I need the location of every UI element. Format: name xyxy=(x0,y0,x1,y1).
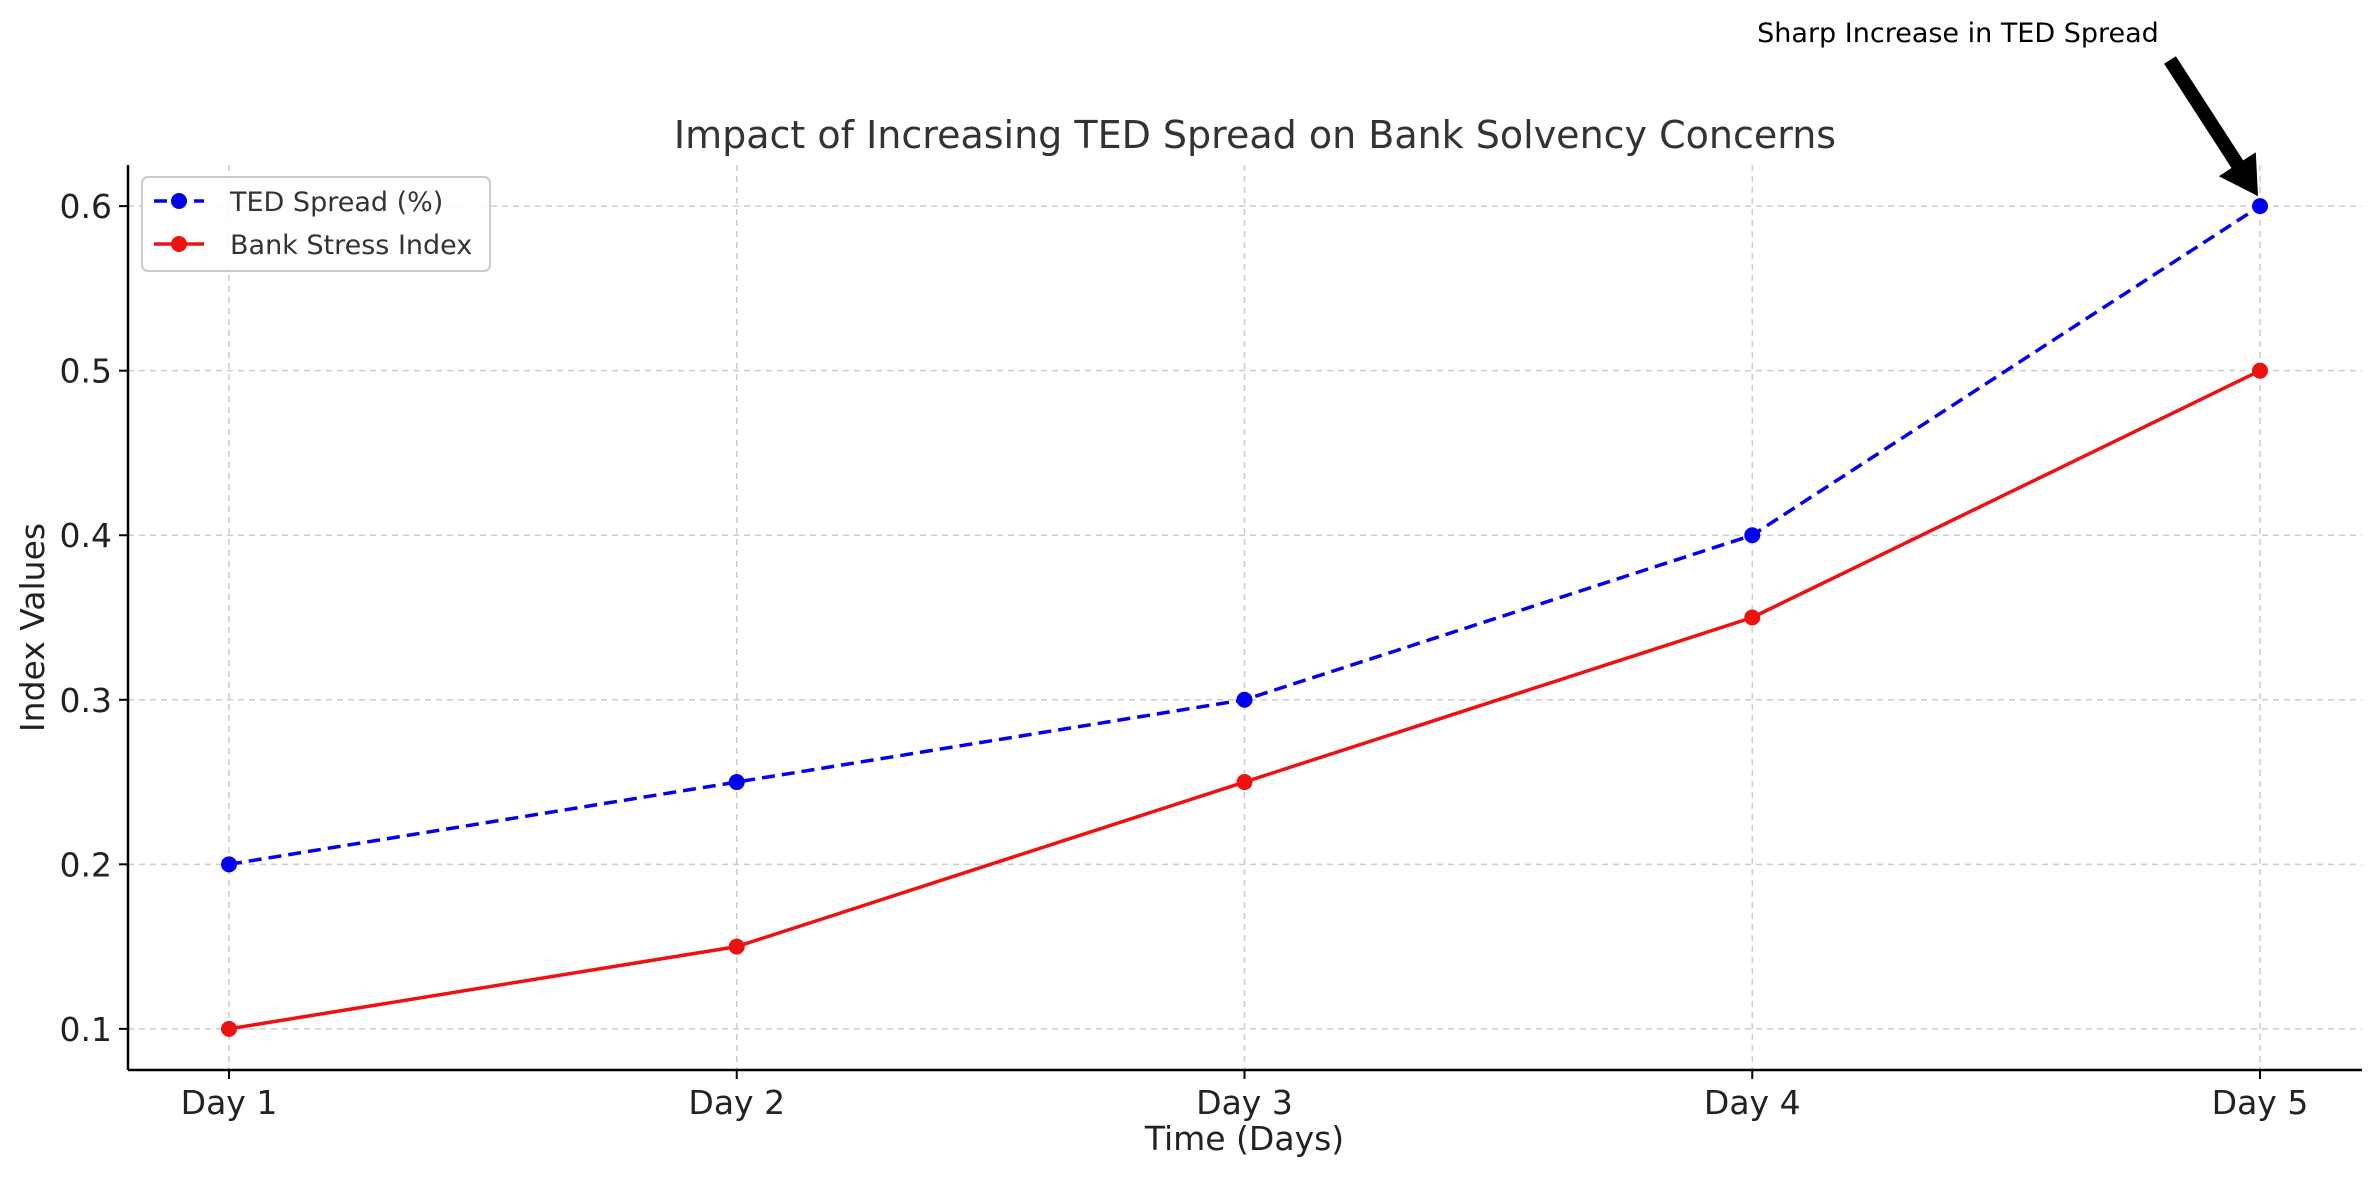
annotation-text: Sharp Increase in TED Spread xyxy=(1757,18,2159,49)
data-point xyxy=(728,774,745,791)
data-point xyxy=(728,938,745,955)
annotation: Sharp Increase in TED Spread xyxy=(1757,18,2258,197)
y-tick-label: 0.3 xyxy=(60,681,112,720)
series-1 xyxy=(221,362,2268,1037)
legend-label: TED Spread (%) xyxy=(229,187,443,218)
data-point xyxy=(2252,198,2268,215)
data-point xyxy=(1744,609,1761,626)
x-axis-label: Time (Days) xyxy=(1144,1119,1344,1158)
series xyxy=(221,198,2268,1037)
data-point xyxy=(1236,774,1253,791)
x-tick-label: Day 5 xyxy=(2212,1083,2309,1122)
legend-marker xyxy=(171,193,187,209)
data-point xyxy=(221,1020,237,1037)
x-tick-label: Day 1 xyxy=(181,1083,278,1122)
chart-title: Impact of Increasing TED Spread on Bank … xyxy=(674,113,1836,157)
y-tick-label: 0.5 xyxy=(60,352,112,391)
y-tick-label: 0.2 xyxy=(60,845,112,884)
tick-labels: Day 1 Day 2 Day 3 Day 4 Day 5 0.1 0.2 0.3 0.4 0.5… xyxy=(60,187,2309,1122)
legend-label: Bank Stress Index xyxy=(230,230,472,261)
annotation-arrow xyxy=(2164,56,2258,197)
annotation-0: Sharp Increase in TED Spread xyxy=(1757,18,2258,197)
data-point xyxy=(1744,527,1761,544)
legend-item: Bank Stress Index xyxy=(154,230,472,261)
data-point xyxy=(1236,691,1253,708)
x-tick-label: Day 4 xyxy=(1704,1083,1801,1122)
data-point xyxy=(2252,362,2268,379)
legend-box xyxy=(141,176,491,272)
y-tick-label: 0.6 xyxy=(60,187,112,226)
y-tick-label: 0.4 xyxy=(60,516,112,555)
legend-item: TED Spread (%) xyxy=(154,187,443,218)
x-tick-label: Day 2 xyxy=(688,1083,785,1122)
x-tick-label: Day 3 xyxy=(1196,1083,1293,1122)
legend-marker xyxy=(171,236,187,252)
grid xyxy=(128,165,2362,1070)
data-point xyxy=(221,856,237,873)
y-axis-label: Index Values xyxy=(13,523,52,732)
y-tick-label: 0.1 xyxy=(60,1010,112,1049)
series-0 xyxy=(221,198,2268,873)
legend: TED Spread (%) Bank Stress Index xyxy=(141,176,491,272)
